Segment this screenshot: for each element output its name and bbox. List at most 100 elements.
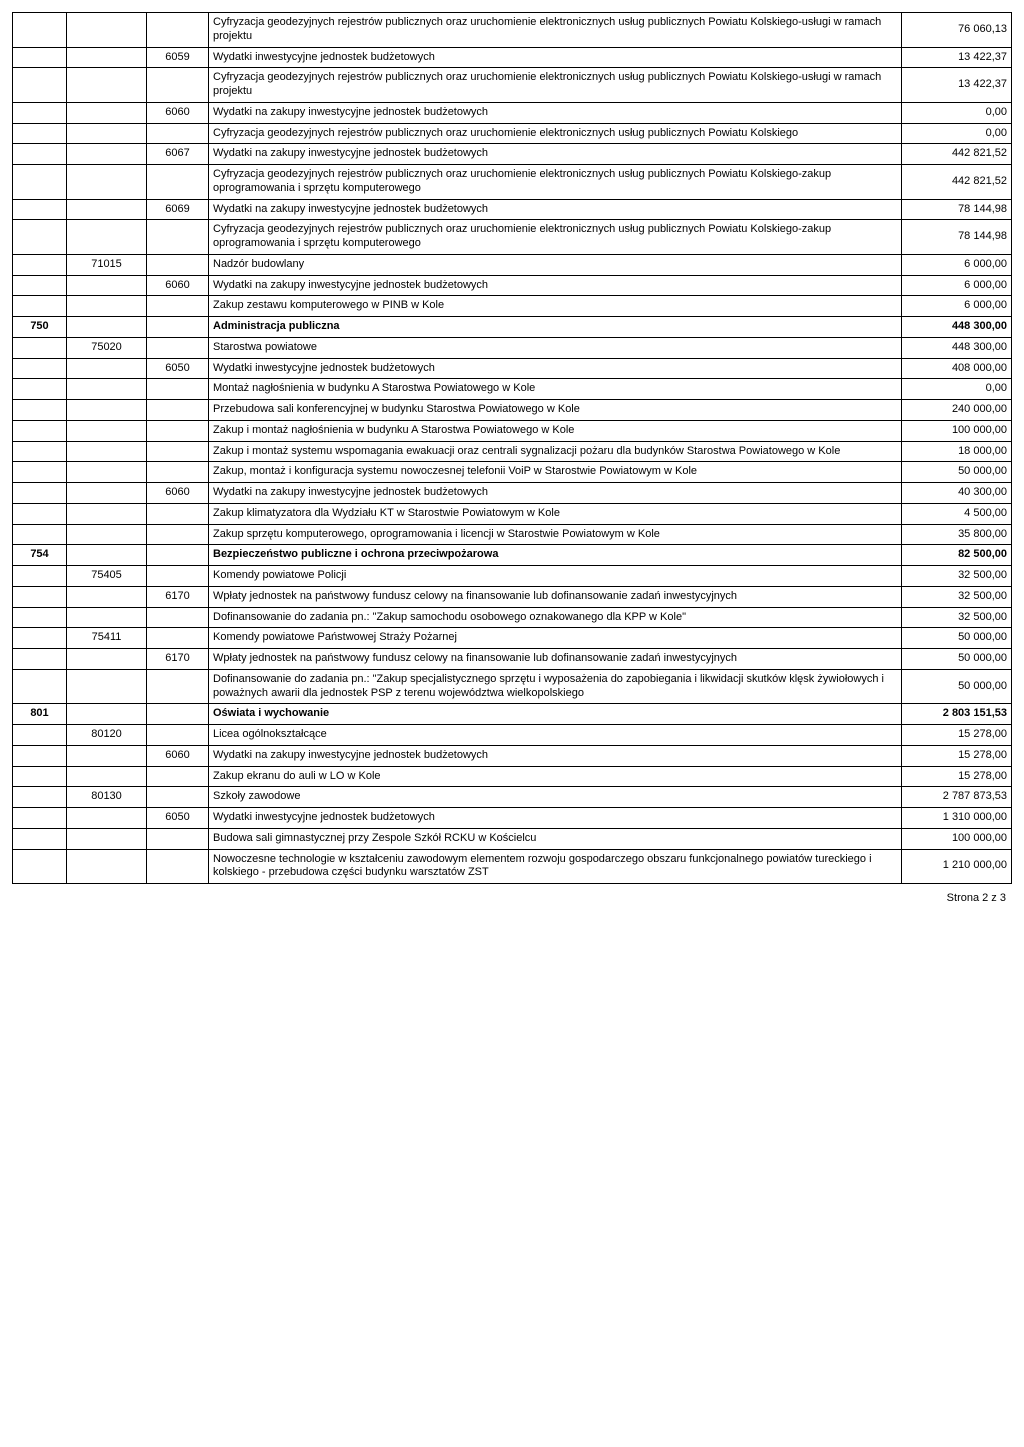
cell-description: Licea ogólnokształcące: [209, 725, 902, 746]
table-row: 6050Wydatki inwestycyjne jednostek budże…: [13, 358, 1012, 379]
cell-description: Oświata i wychowanie: [209, 704, 902, 725]
cell-description: Cyfryzacja geodezyjnych rejestrów public…: [209, 220, 902, 255]
cell-rozdzial: [67, 828, 147, 849]
cell-rozdzial: [67, 524, 147, 545]
cell-dzial: [13, 828, 67, 849]
cell-paragraph: 6059: [147, 47, 209, 68]
cell-dzial: [13, 296, 67, 317]
cell-rozdzial: [67, 649, 147, 670]
cell-dzial: [13, 220, 67, 255]
cell-description: Cyfryzacja geodezyjnych rejestrów public…: [209, 165, 902, 200]
cell-dzial: [13, 275, 67, 296]
cell-rozdzial: [67, 13, 147, 48]
cell-description: Zakup i montaż systemu wspomagania ewaku…: [209, 441, 902, 462]
cell-dzial: [13, 503, 67, 524]
cell-description: Budowa sali gimnastycznej przy Zespole S…: [209, 828, 902, 849]
cell-dzial: [13, 787, 67, 808]
table-row: Zakup i montaż nagłośnienia w budynku A …: [13, 420, 1012, 441]
cell-description: Administracja publiczna: [209, 317, 902, 338]
cell-paragraph: 6170: [147, 649, 209, 670]
cell-rozdzial: [67, 220, 147, 255]
cell-dzial: [13, 47, 67, 68]
cell-description: Wydatki na zakupy inwestycyjne jednostek…: [209, 483, 902, 504]
cell-paragraph: [147, 545, 209, 566]
table-row: Cyfryzacja geodezyjnych rejestrów public…: [13, 123, 1012, 144]
table-row: 80120Licea ogólnokształcące15 278,00: [13, 725, 1012, 746]
cell-paragraph: [147, 462, 209, 483]
budget-table: Cyfryzacja geodezyjnych rejestrów public…: [12, 12, 1012, 884]
cell-paragraph: [147, 787, 209, 808]
cell-paragraph: [147, 420, 209, 441]
cell-description: Nadzór budowlany: [209, 254, 902, 275]
cell-description: Dofinansowanie do zadania pn.: "Zakup sp…: [209, 669, 902, 704]
cell-description: Komendy powiatowe Policji: [209, 566, 902, 587]
cell-rozdzial: [67, 296, 147, 317]
table-row: Nowoczesne technologie w kształceniu zaw…: [13, 849, 1012, 884]
cell-rozdzial: [67, 123, 147, 144]
cell-paragraph: 6050: [147, 358, 209, 379]
cell-description: Zakup sprzętu komputerowego, oprogramowa…: [209, 524, 902, 545]
cell-rozdzial: 75405: [67, 566, 147, 587]
cell-description: Cyfryzacja geodezyjnych rejestrów public…: [209, 68, 902, 103]
table-row: 75411Komendy powiatowe Państwowej Straży…: [13, 628, 1012, 649]
cell-paragraph: [147, 628, 209, 649]
cell-amount: 40 300,00: [902, 483, 1012, 504]
table-row: Zakup sprzętu komputerowego, oprogramowa…: [13, 524, 1012, 545]
cell-amount: 76 060,13: [902, 13, 1012, 48]
cell-description: Wpłaty jednostek na państwowy fundusz ce…: [209, 586, 902, 607]
cell-rozdzial: [67, 462, 147, 483]
cell-rozdzial: 75411: [67, 628, 147, 649]
cell-paragraph: [147, 13, 209, 48]
table-row: Zakup klimatyzatora dla Wydziału KT w St…: [13, 503, 1012, 524]
cell-rozdzial: [67, 545, 147, 566]
cell-rozdzial: [67, 607, 147, 628]
cell-dzial: [13, 144, 67, 165]
table-row: 6050Wydatki inwestycyjne jednostek budże…: [13, 808, 1012, 829]
cell-rozdzial: [67, 102, 147, 123]
table-row: Dofinansowanie do zadania pn.: "Zakup sa…: [13, 607, 1012, 628]
cell-amount: 18 000,00: [902, 441, 1012, 462]
cell-rozdzial: [67, 503, 147, 524]
cell-paragraph: [147, 766, 209, 787]
cell-dzial: [13, 566, 67, 587]
cell-paragraph: [147, 524, 209, 545]
cell-description: Starostwa powiatowe: [209, 337, 902, 358]
cell-dzial: [13, 849, 67, 884]
cell-description: Wydatki na zakupy inwestycyjne jednostek…: [209, 745, 902, 766]
cell-rozdzial: [67, 586, 147, 607]
cell-dzial: [13, 649, 67, 670]
table-row: 801Oświata i wychowanie2 803 151,53: [13, 704, 1012, 725]
cell-dzial: [13, 745, 67, 766]
table-row: Przebudowa sali konferencyjnej w budynku…: [13, 400, 1012, 421]
cell-description: Cyfryzacja geodezyjnych rejestrów public…: [209, 13, 902, 48]
cell-amount: 15 278,00: [902, 725, 1012, 746]
cell-dzial: [13, 337, 67, 358]
cell-description: Wydatki na zakupy inwestycyjne jednostek…: [209, 102, 902, 123]
cell-description: Przebudowa sali konferencyjnej w budynku…: [209, 400, 902, 421]
page-footer: Strona 2 z 3: [12, 892, 1012, 904]
cell-amount: 2 787 873,53: [902, 787, 1012, 808]
cell-amount: 32 500,00: [902, 586, 1012, 607]
cell-paragraph: [147, 669, 209, 704]
cell-dzial: 801: [13, 704, 67, 725]
cell-rozdzial: [67, 317, 147, 338]
table-row: Zakup zestawu komputerowego w PINB w Kol…: [13, 296, 1012, 317]
cell-rozdzial: [67, 275, 147, 296]
cell-dzial: [13, 766, 67, 787]
cell-amount: 442 821,52: [902, 165, 1012, 200]
cell-description: Wydatki inwestycyjne jednostek budżetowy…: [209, 47, 902, 68]
cell-amount: 50 000,00: [902, 462, 1012, 483]
table-row: 6060Wydatki na zakupy inwestycyjne jedno…: [13, 483, 1012, 504]
cell-description: Wydatki na zakupy inwestycyjne jednostek…: [209, 275, 902, 296]
table-row: 6069Wydatki na zakupy inwestycyjne jedno…: [13, 199, 1012, 220]
cell-amount: 100 000,00: [902, 828, 1012, 849]
cell-amount: 4 500,00: [902, 503, 1012, 524]
cell-dzial: [13, 586, 67, 607]
cell-description: Wpłaty jednostek na państwowy fundusz ce…: [209, 649, 902, 670]
cell-description: Zakup, montaż i konfiguracja systemu now…: [209, 462, 902, 483]
cell-paragraph: [147, 828, 209, 849]
cell-amount: 6 000,00: [902, 296, 1012, 317]
cell-amount: 32 500,00: [902, 607, 1012, 628]
table-row: Cyfryzacja geodezyjnych rejestrów public…: [13, 165, 1012, 200]
cell-amount: 15 278,00: [902, 766, 1012, 787]
